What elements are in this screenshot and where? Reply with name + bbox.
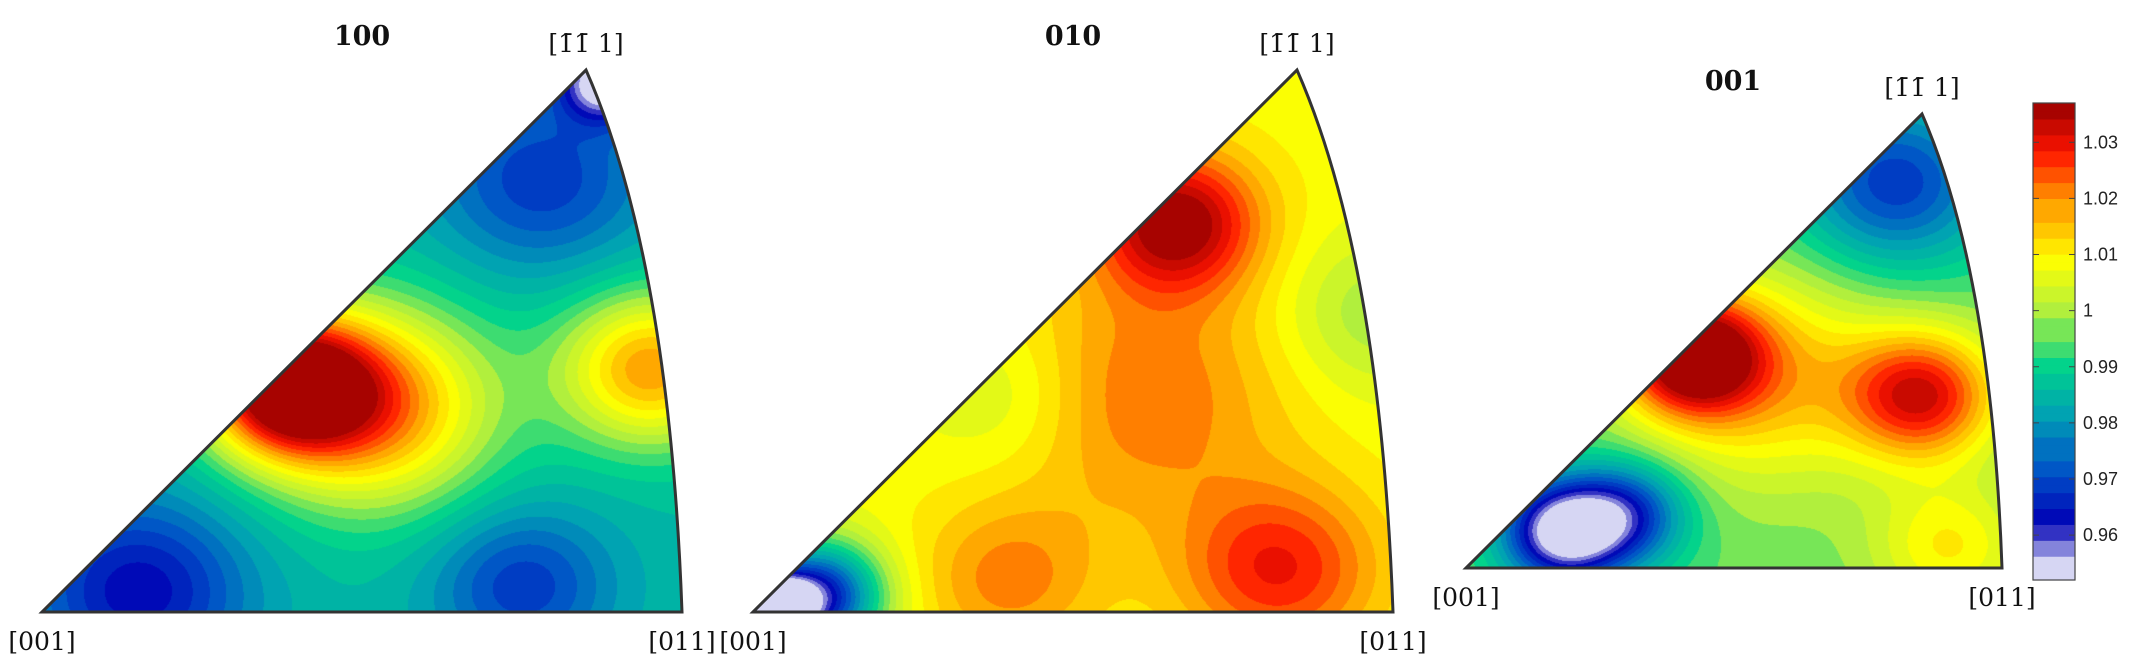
colorbar-band xyxy=(2033,206,2075,215)
plot-title: 001 xyxy=(1705,66,1761,97)
colorbar-band xyxy=(2033,134,2075,144)
colorbar-band xyxy=(2033,150,2075,160)
colorbar-band xyxy=(2033,428,2075,438)
colorbar-band xyxy=(2033,309,2075,319)
colorbar-band xyxy=(2033,333,2075,343)
plot-title: 010 xyxy=(1045,21,1101,52)
ipf-plot-001: 001 [001] [011] [1̄1̄ 1] xyxy=(1432,66,2035,612)
colorbar-tick-label: 0.97 xyxy=(2083,469,2118,489)
colorbar-band xyxy=(2033,365,2075,374)
colorbar-band xyxy=(2033,484,2075,494)
colorbar-band xyxy=(2033,452,2075,462)
colorbar-band xyxy=(2033,214,2075,223)
colorbar-tick-label: 1.02 xyxy=(2083,188,2118,208)
colorbar: 0.96 0.97 0.98 0.99 1 1.01 1.02 1.03 xyxy=(2032,102,2118,581)
ipf-plot-100: 100 [001] [011] [1̄1̄ 1] xyxy=(8,21,715,656)
colorbar-band xyxy=(2033,301,2075,311)
corner-label-right: [011] xyxy=(648,627,715,656)
colorbar-band xyxy=(2033,110,2075,120)
colorbar-band xyxy=(2033,500,2075,510)
colorbar-band xyxy=(2033,516,2075,525)
corner-label-origin: [001] xyxy=(8,627,75,656)
colorbar-band xyxy=(2033,357,2075,366)
colorbar-band xyxy=(2033,373,2075,382)
colorbar-band xyxy=(2033,103,2075,112)
colorbar-band xyxy=(2033,468,2075,478)
colorbar-band xyxy=(2033,238,2075,247)
colorbar-band xyxy=(2033,126,2075,136)
colorbar-frame xyxy=(2032,102,2076,581)
colorbar-band xyxy=(2033,246,2075,255)
corner-label-right: [011] xyxy=(1359,627,1426,656)
colorbar-band xyxy=(2033,381,2075,390)
colorbar-band xyxy=(2033,436,2075,446)
colorbar-band xyxy=(2033,182,2075,192)
colorbar-band xyxy=(2033,492,2075,502)
colorbar-band xyxy=(2033,421,2075,430)
colorbar-band xyxy=(2033,444,2075,454)
colorbar-band xyxy=(2033,540,2075,549)
ipf-field-010 xyxy=(753,70,1393,612)
colorbar-band xyxy=(2033,524,2075,533)
ipf-field-001 xyxy=(1466,114,2002,568)
colorbar-band xyxy=(2033,277,2075,287)
colorbar-band xyxy=(2033,341,2075,351)
colorbar-tick-label: 0.98 xyxy=(2083,413,2118,433)
ipf-plot-010: 010 [001] [011] [1̄1̄ 1] xyxy=(719,21,1426,656)
colorbar-band xyxy=(2033,190,2075,199)
plot-title: 100 xyxy=(334,21,390,52)
colorbar-band xyxy=(2033,405,2075,414)
corner-label-apex: [1̄1̄ 1] xyxy=(1259,29,1334,58)
colorbar-band xyxy=(2033,269,2075,279)
colorbar-band xyxy=(2033,198,2075,207)
colorbar-band xyxy=(2033,254,2075,263)
colorbar-band xyxy=(2033,548,2075,557)
corner-label-apex: [1̄1̄ 1] xyxy=(1884,73,1959,102)
ipf-boundary xyxy=(1462,111,2004,570)
colorbar-band xyxy=(2033,142,2075,152)
colorbar-band xyxy=(2033,564,2075,573)
colorbar-band xyxy=(2033,413,2075,422)
colorbar-band xyxy=(2033,222,2075,231)
colorbar-band xyxy=(2033,285,2075,295)
colorbar-band xyxy=(2033,158,2075,168)
colorbar-tick-label: 0.96 xyxy=(2083,525,2118,545)
colorbar-band xyxy=(2033,325,2075,335)
colorbar-tick-label: 1.03 xyxy=(2083,132,2118,152)
colorbar-band xyxy=(2033,349,2075,358)
corner-label-right: [011] xyxy=(1968,583,2035,612)
colorbar-tick-label: 0.99 xyxy=(2083,357,2118,377)
colorbar-band xyxy=(2033,118,2075,128)
colorbar-band xyxy=(2033,166,2075,176)
corner-label-origin: [001] xyxy=(1432,583,1499,612)
colorbar-band xyxy=(2033,572,2075,581)
colorbar-band xyxy=(2033,508,2075,517)
colorbar-band xyxy=(2033,532,2075,541)
colorbar-band xyxy=(2033,317,2075,327)
corner-label-apex: [1̄1̄ 1] xyxy=(548,29,623,58)
corner-label-origin: [001] xyxy=(719,627,786,656)
colorbar-band xyxy=(2033,174,2075,184)
colorbar-band xyxy=(2033,262,2075,271)
colorbar-band xyxy=(2033,293,2075,303)
colorbar-band xyxy=(2033,476,2075,486)
ipf-boundary xyxy=(38,67,684,614)
ipf-field-100 xyxy=(42,70,682,612)
colorbar-tick-label: 1 xyxy=(2083,301,2093,321)
colorbar-band xyxy=(2033,230,2075,239)
colorbar-tick-label: 1.01 xyxy=(2083,245,2118,265)
colorbar-band xyxy=(2033,460,2075,470)
colorbar-band xyxy=(2033,397,2075,406)
ipf-boundary xyxy=(749,67,1395,614)
colorbar-band xyxy=(2033,556,2075,565)
colorbar-band xyxy=(2033,389,2075,398)
